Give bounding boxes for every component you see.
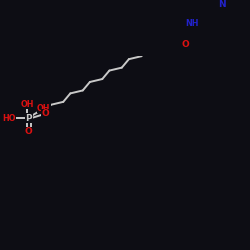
Text: N: N — [218, 0, 225, 8]
Text: OH: OH — [37, 104, 51, 112]
Text: NH: NH — [185, 20, 199, 28]
Text: O: O — [25, 128, 32, 136]
Text: OH: OH — [21, 100, 34, 109]
Text: O: O — [42, 109, 50, 118]
Text: HO: HO — [2, 114, 16, 122]
Text: O: O — [181, 40, 189, 49]
Text: P: P — [26, 114, 32, 122]
